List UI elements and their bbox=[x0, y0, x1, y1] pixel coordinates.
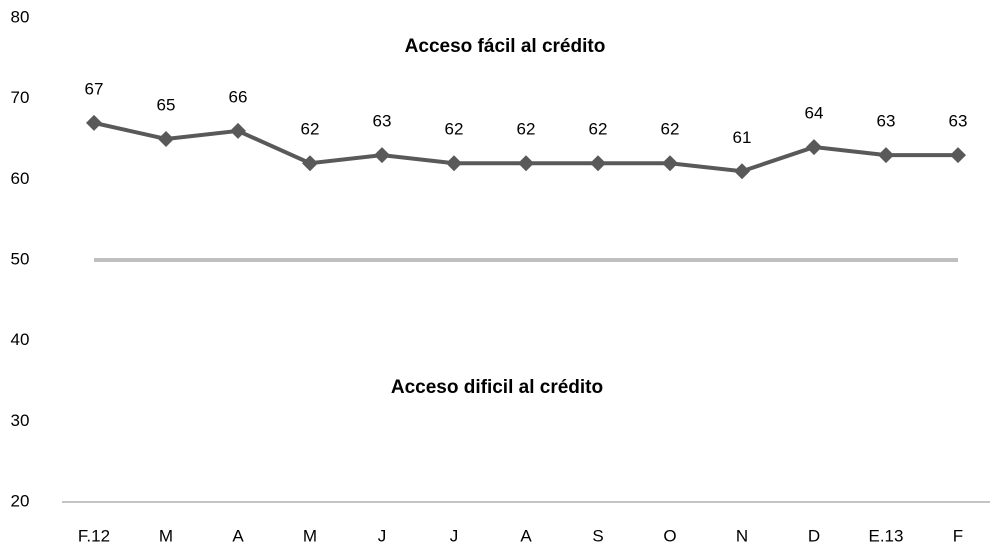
y-tick-label: 20 bbox=[11, 491, 30, 510]
data-label: 62 bbox=[301, 120, 320, 139]
y-tick-label: 30 bbox=[11, 411, 30, 430]
x-tick-label: M bbox=[159, 526, 173, 545]
x-tick-label: N bbox=[736, 526, 748, 545]
x-tick-label: A bbox=[232, 526, 244, 545]
x-tick-label: F.12 bbox=[78, 526, 110, 545]
annotation: Acceso dificil al crédito bbox=[391, 377, 603, 398]
x-tick-label: J bbox=[378, 526, 387, 545]
marker bbox=[806, 139, 822, 156]
data-label: 66 bbox=[229, 87, 248, 106]
x-tick-label: O bbox=[663, 526, 676, 545]
marker bbox=[86, 114, 102, 131]
x-tick-label: D bbox=[808, 526, 820, 545]
x-tick-label: A bbox=[520, 526, 532, 545]
marker bbox=[662, 155, 678, 172]
x-tick-label: M bbox=[303, 526, 317, 545]
data-label: 63 bbox=[877, 112, 896, 131]
marker bbox=[734, 163, 750, 180]
y-tick-label: 80 bbox=[11, 7, 30, 26]
marker bbox=[518, 155, 534, 172]
marker bbox=[878, 147, 894, 164]
marker bbox=[374, 147, 390, 164]
x-tick-label: F bbox=[953, 526, 963, 545]
data-label: 62 bbox=[661, 120, 680, 139]
data-label: 61 bbox=[733, 128, 752, 147]
marker bbox=[302, 155, 318, 172]
marker bbox=[446, 155, 462, 172]
x-tick-label: E.13 bbox=[869, 526, 904, 545]
data-label: 62 bbox=[445, 120, 464, 139]
data-label: 64 bbox=[805, 104, 824, 123]
data-label: 62 bbox=[517, 120, 536, 139]
marker bbox=[950, 147, 966, 164]
data-label: 63 bbox=[373, 112, 392, 131]
y-tick-label: 70 bbox=[11, 88, 30, 107]
y-tick-label: 50 bbox=[11, 249, 30, 268]
x-tick-label: S bbox=[592, 526, 603, 545]
data-label: 62 bbox=[589, 120, 608, 139]
data-label: 63 bbox=[949, 112, 968, 131]
x-tick-label: J bbox=[450, 526, 459, 545]
y-tick-label: 40 bbox=[11, 330, 30, 349]
annotation: Acceso fácil al crédito bbox=[405, 36, 606, 57]
marker bbox=[158, 131, 174, 147]
data-label: 65 bbox=[157, 95, 176, 114]
marker bbox=[590, 155, 606, 172]
data-label: 67 bbox=[85, 79, 104, 98]
y-tick-label: 60 bbox=[11, 169, 30, 188]
marker bbox=[230, 122, 246, 139]
